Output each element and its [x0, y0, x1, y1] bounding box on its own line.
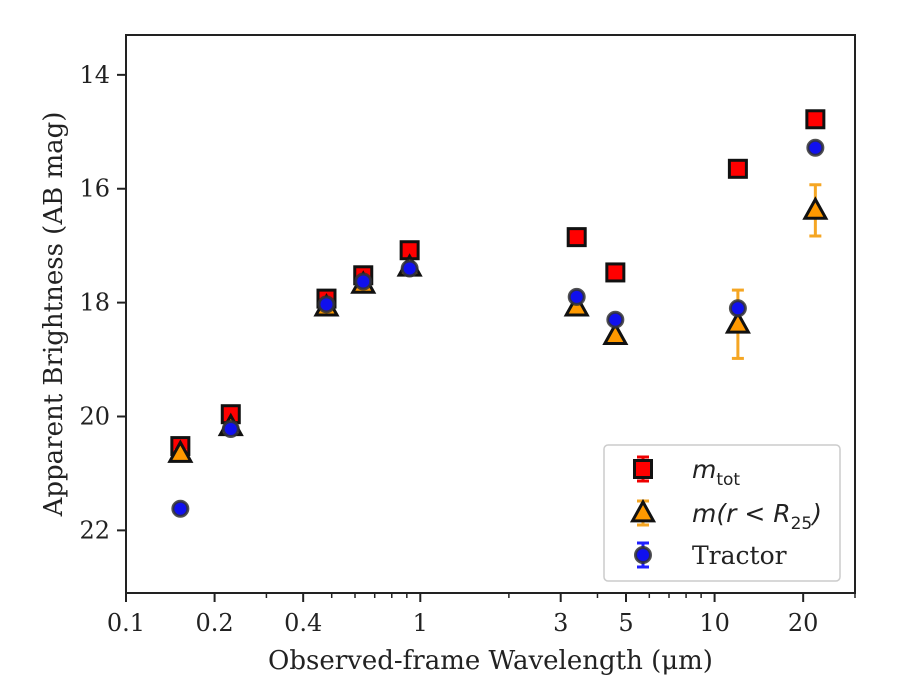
x-axis-label: Observed-frame Wavelength (μm)	[268, 646, 713, 676]
y-axis-label: Apparent Brightness (AB mag)	[39, 112, 69, 518]
legend-label-sub: tot	[716, 470, 740, 490]
x-tick-label: 20	[788, 609, 819, 637]
x-tick-label: 1	[413, 609, 428, 637]
y-tick-label: 20	[79, 402, 110, 430]
data-point-square	[566, 227, 587, 248]
y-tick-label: 16	[79, 175, 110, 203]
legend-label-main: m	[692, 455, 716, 484]
legend-entry-label: mtot	[692, 455, 740, 490]
y-tick-label: 18	[79, 289, 110, 317]
legend-box	[603, 444, 841, 582]
legend-label-tail: )	[810, 499, 822, 528]
axis-ticks: 0.1 0.2 0.4 1 3 5 10 20 14 16 18 20 22	[79, 61, 856, 637]
x-tick-label: 3	[553, 609, 568, 637]
legend-marker-square	[633, 459, 653, 479]
y-tick-label: 14	[79, 61, 110, 89]
y-tick-label: 22	[79, 516, 110, 544]
data-points	[167, 109, 829, 518]
data-point-square	[727, 158, 748, 179]
data-point-triangle	[602, 321, 629, 346]
legend-label-main: Tractor	[692, 541, 787, 570]
series-circle	[171, 138, 825, 518]
legend-label-main: m(r < R	[692, 499, 791, 528]
x-tick-label: 10	[699, 609, 730, 637]
data-point-circle	[317, 295, 336, 314]
data-point-circle	[567, 287, 586, 306]
x-tick-label: 0.4	[284, 609, 322, 637]
data-point-triangle	[802, 196, 829, 220]
legend-marker-triangle	[629, 498, 657, 523]
data-point-circle	[400, 259, 419, 278]
legend: mtot m(r < R25) Tractor	[603, 444, 841, 582]
legend-label-sub: 25	[791, 514, 813, 534]
data-point-triangle	[724, 310, 751, 334]
legend-marker-circle	[634, 546, 652, 564]
plot-frame	[125, 34, 856, 594]
data-point-circle	[221, 420, 240, 439]
x-tick-label: 5	[618, 609, 633, 637]
data-point-square	[805, 109, 826, 130]
data-point-circle	[606, 310, 625, 329]
x-tick-label: 0.1	[107, 609, 145, 637]
legend-entry-label: m(r < R25)	[692, 499, 822, 534]
data-point-triangle	[167, 439, 194, 463]
data-point-circle	[806, 138, 825, 157]
x-tick-label: 0.2	[196, 609, 234, 637]
data-point-circle	[728, 299, 747, 318]
data-point-circle	[171, 499, 190, 518]
data-point-circle	[354, 272, 373, 291]
data-point-square	[605, 262, 626, 283]
legend-entry-label: Tractor	[692, 541, 787, 570]
